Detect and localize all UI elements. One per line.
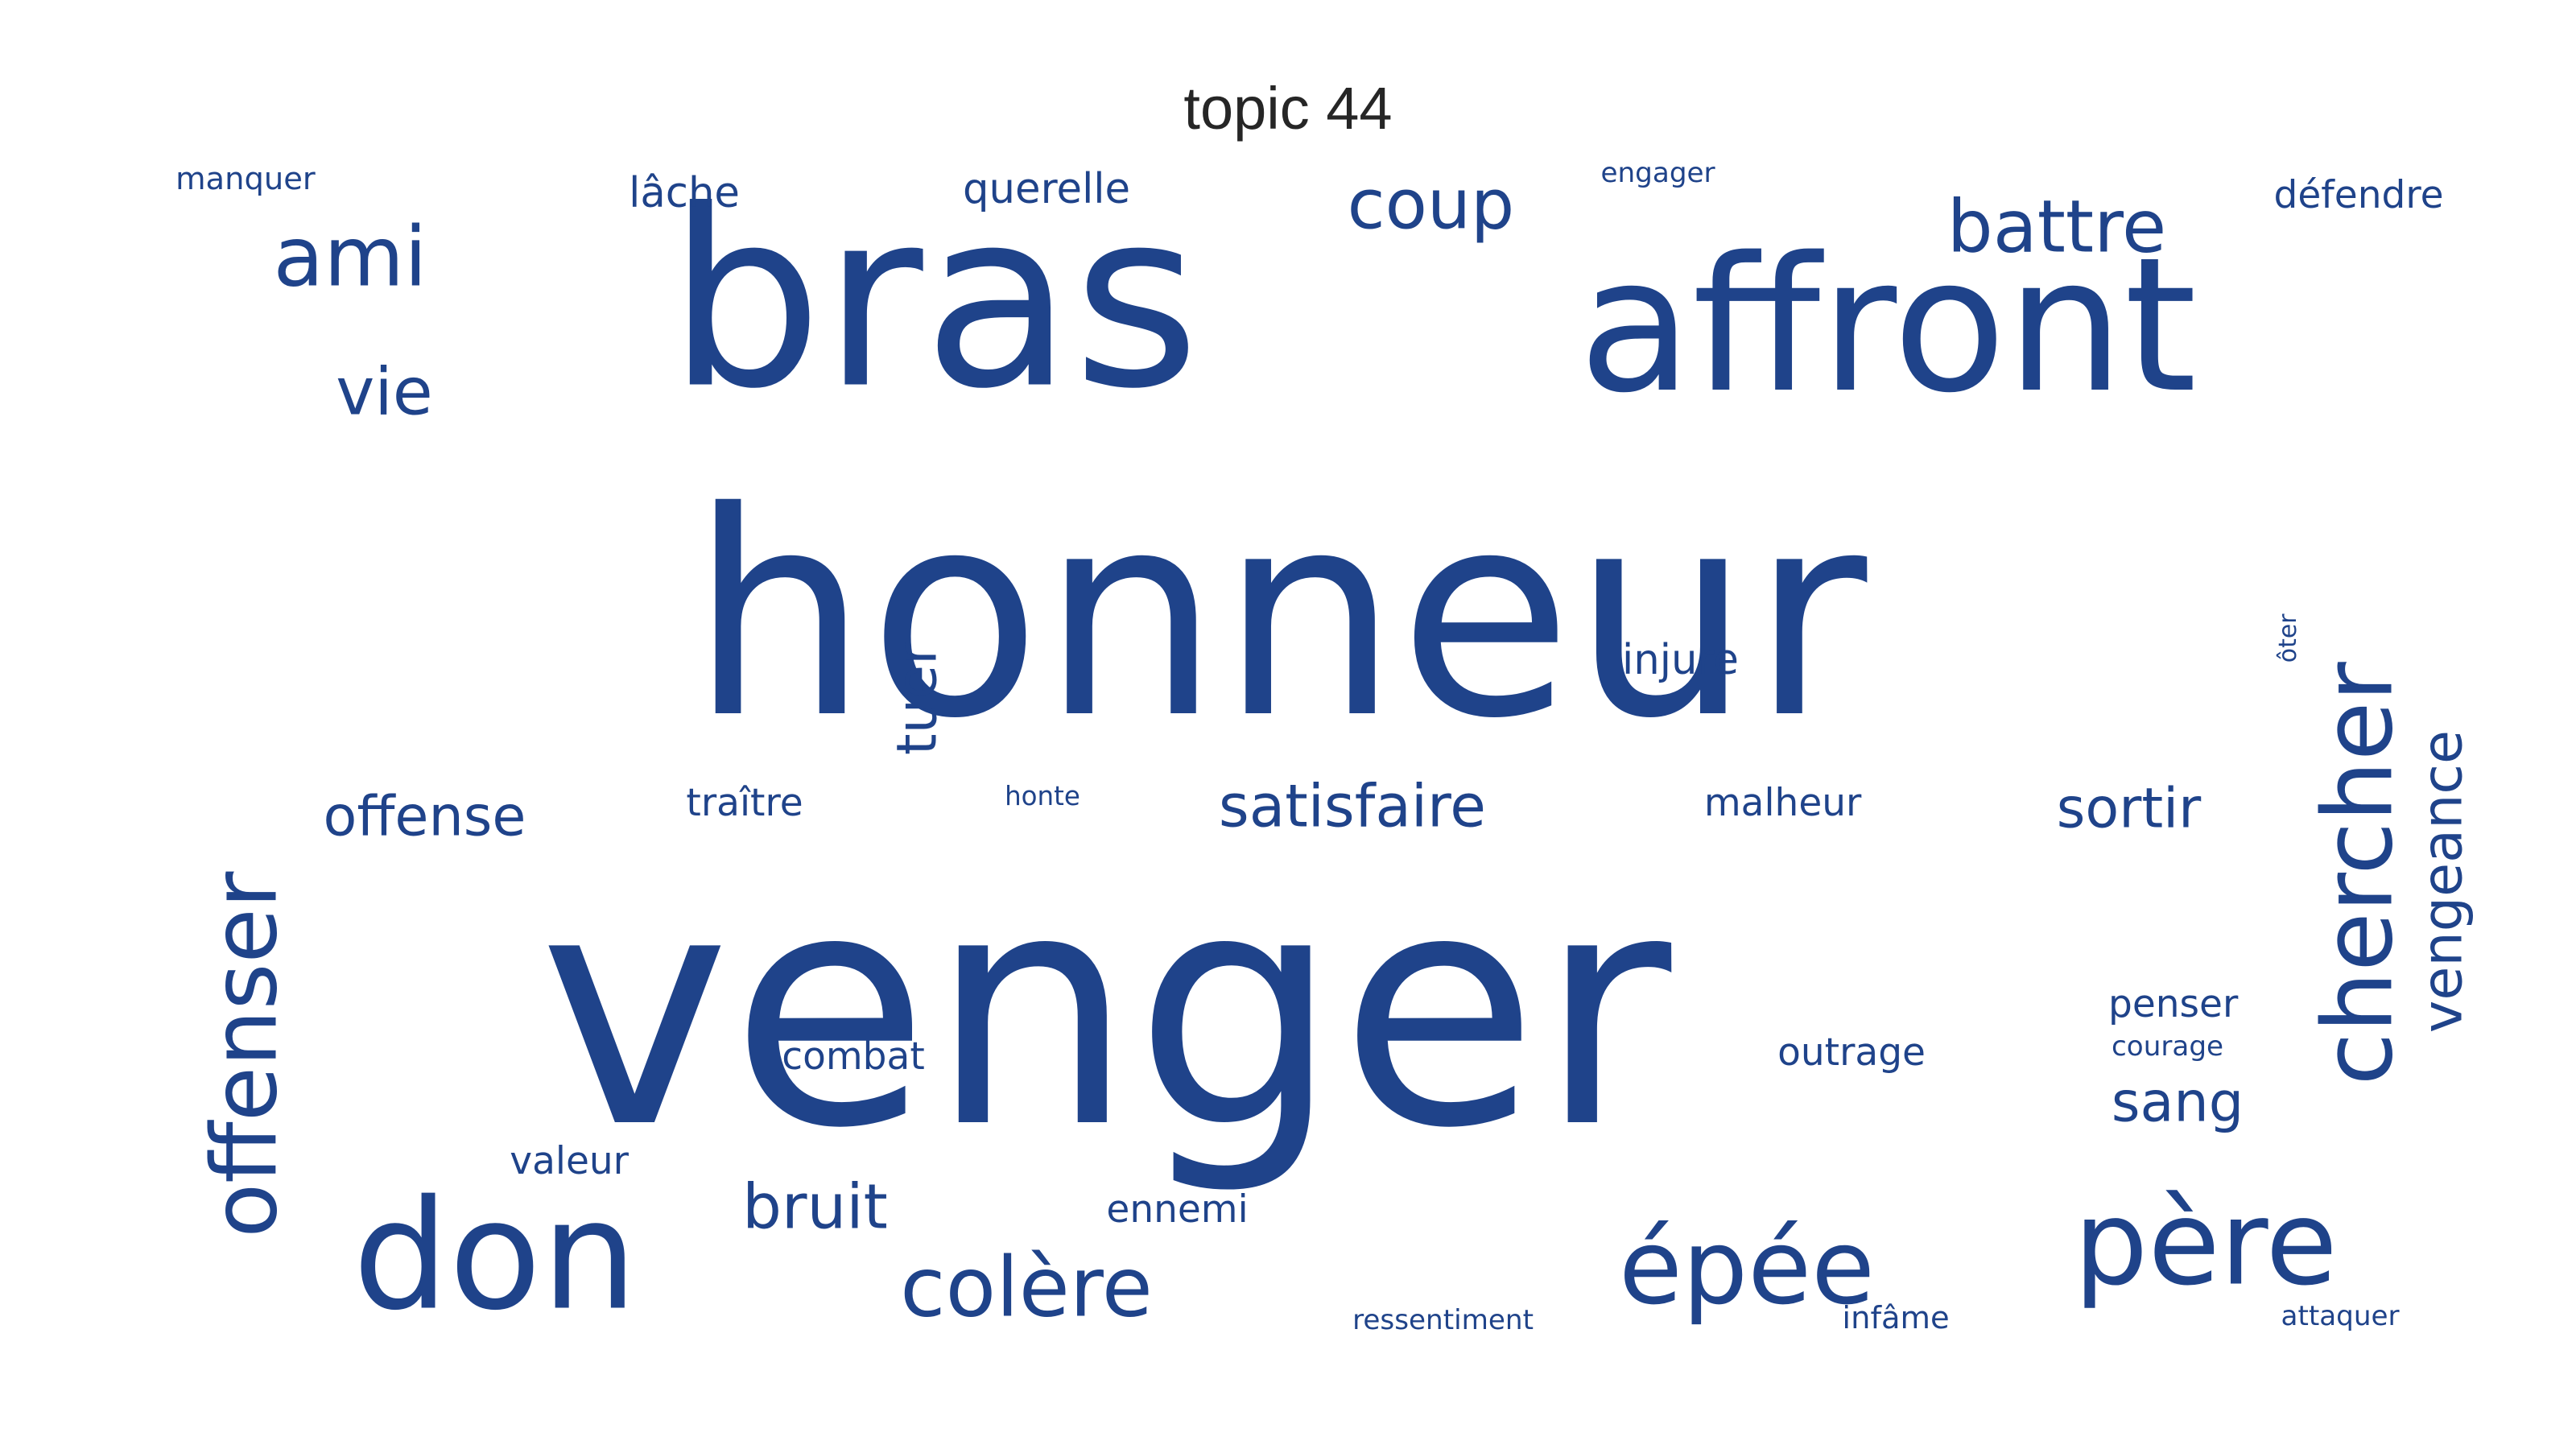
cloud-word: affront [1579,218,2197,434]
cloud-word: malheur [1704,781,1862,825]
cloud-word: chercher [2303,661,2415,1085]
cloud-word: ami [273,210,427,306]
cloud-word: valeur [510,1139,629,1183]
cloud-word: injure [1622,636,1739,684]
cloud-word: sortir [2057,778,2202,841]
cloud-word: vengeance [2412,730,2475,1033]
cloud-word: don [353,1168,638,1344]
cloud-word: combat [782,1034,924,1079]
cloud-word: querelle [963,165,1130,213]
cloud-word: honneur [690,452,1870,780]
cloud-word: coup [1348,166,1515,246]
cloud-word: colère [900,1241,1153,1336]
cloud-word: outrage [1777,1030,1926,1075]
cloud-word: offenser [194,871,298,1238]
cloud-word: ennemi [1106,1187,1248,1232]
cloud-word: penser [2108,982,2239,1026]
cloud-word: bras [667,158,1199,443]
cloud-word: honte [1005,781,1080,811]
cloud-word: battre [1947,186,2166,270]
cloud-word: courage [2112,1030,2223,1063]
cloud-word: lâche [629,169,740,217]
cloud-word: engager [1601,157,1716,189]
cloud-word: satisfaire [1219,774,1486,841]
cloud-word: manquer [175,161,316,197]
cloud-word: attaquer [2281,1300,2401,1332]
cloud-word: traître [686,781,803,825]
cloud-word: tuer [886,642,950,755]
cloud-word: épée [1619,1208,1875,1328]
cloud-word: père [2074,1176,2338,1312]
cloud-word: bruit [742,1172,888,1244]
cloud-word: venger [539,822,1675,1199]
cloud-word: infâme [1842,1300,1949,1336]
cloud-word: défendre [2274,173,2444,217]
cloud-word: ressentiment [1352,1304,1534,1336]
cloud-word: sang [2112,1071,2244,1135]
cloud-word: vie [336,355,433,431]
figure-title: topic 44 [1183,75,1393,142]
cloud-word: ôter [2274,613,2302,663]
cloud-word: offense [324,786,526,849]
